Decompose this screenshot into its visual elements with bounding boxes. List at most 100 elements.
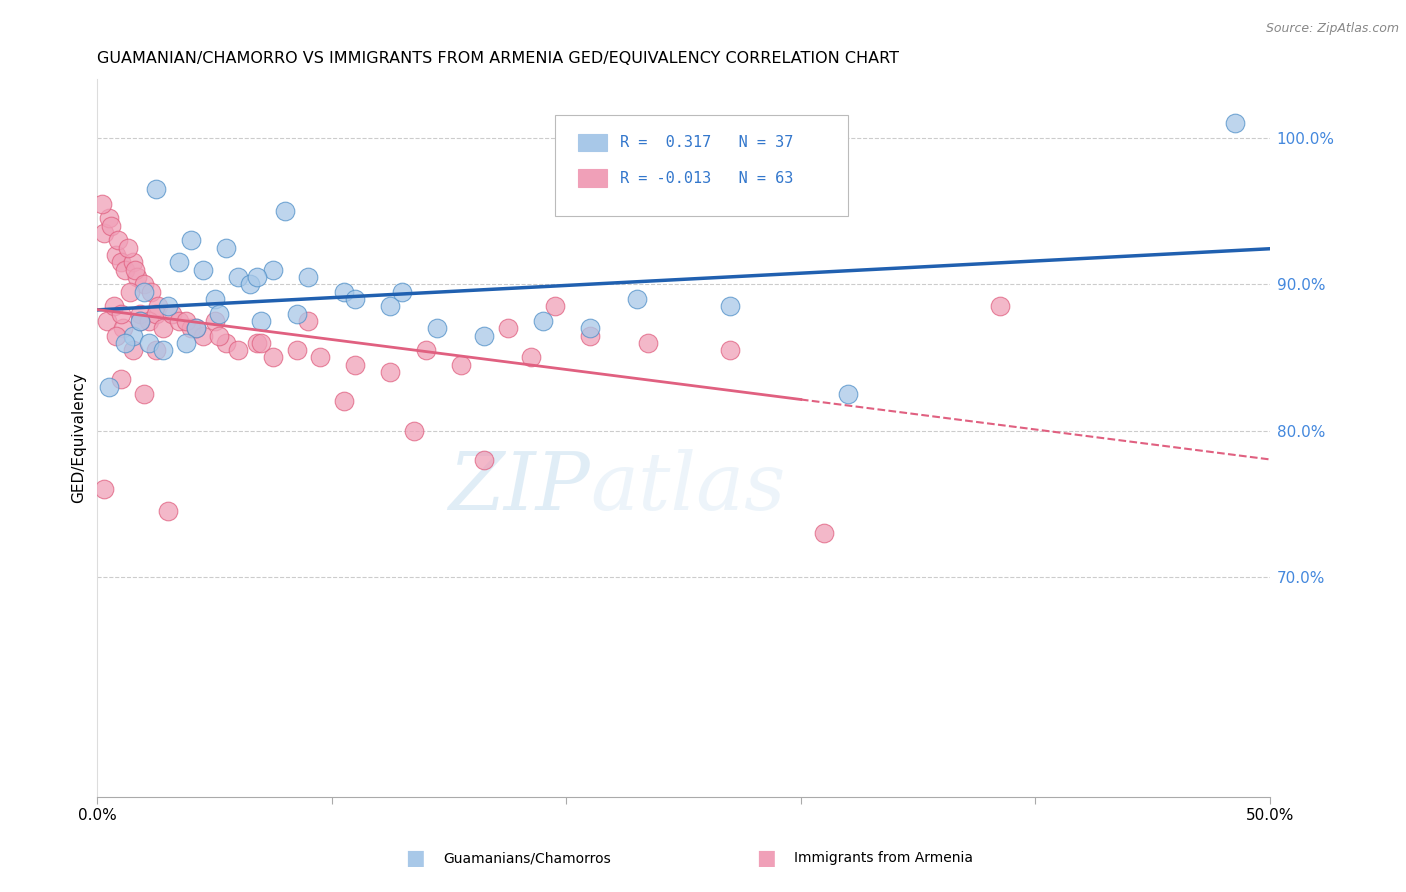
Point — [246, 270, 269, 285]
Text: ■: ■ — [405, 848, 425, 868]
Text: ■: ■ — [756, 848, 776, 868]
Point — [285, 343, 308, 358]
Point — [128, 314, 150, 328]
Point — [105, 328, 128, 343]
Point — [145, 307, 167, 321]
Point — [496, 321, 519, 335]
Point — [380, 365, 402, 379]
Point — [204, 314, 226, 328]
Point — [274, 204, 297, 219]
Point — [262, 262, 284, 277]
FancyBboxPatch shape — [554, 115, 848, 216]
Point — [141, 285, 163, 299]
Point — [134, 285, 156, 299]
Point — [93, 226, 115, 240]
Point — [176, 335, 198, 350]
Point — [152, 343, 174, 358]
Point — [208, 307, 231, 321]
Point — [472, 453, 495, 467]
Point — [309, 351, 332, 365]
Point — [578, 328, 600, 343]
Text: atlas: atlas — [589, 450, 785, 527]
Point — [96, 314, 118, 328]
Point — [250, 314, 273, 328]
Point — [148, 299, 170, 313]
Point — [215, 335, 238, 350]
Text: ZIP: ZIP — [449, 450, 589, 527]
Point — [145, 343, 167, 358]
Point — [91, 196, 114, 211]
Point — [578, 321, 600, 335]
Point — [128, 307, 150, 321]
Text: GUAMANIAN/CHAMORRO VS IMMIGRANTS FROM ARMENIA GED/EQUIVALENCY CORRELATION CHART: GUAMANIAN/CHAMORRO VS IMMIGRANTS FROM AR… — [97, 51, 900, 66]
Point — [93, 482, 115, 496]
Point — [472, 328, 495, 343]
Point — [226, 270, 249, 285]
Point — [285, 307, 308, 321]
Point — [176, 314, 198, 328]
Point — [813, 526, 835, 541]
Point — [134, 277, 156, 292]
Point — [138, 335, 160, 350]
Point — [180, 233, 202, 247]
Point — [391, 285, 413, 299]
Text: R =  0.317   N = 37: R = 0.317 N = 37 — [620, 135, 793, 150]
Point — [191, 328, 214, 343]
Point — [297, 270, 319, 285]
Point — [988, 299, 1011, 313]
Point — [332, 394, 354, 409]
Point — [98, 211, 121, 226]
Point — [145, 182, 167, 196]
Point — [246, 335, 269, 350]
Point — [402, 424, 425, 438]
Point — [239, 277, 262, 292]
Point — [134, 387, 156, 401]
Point — [450, 358, 472, 372]
Point — [184, 321, 207, 335]
Point — [128, 314, 150, 328]
Point — [262, 351, 284, 365]
Point — [226, 343, 249, 358]
Point — [162, 307, 184, 321]
Text: Immigrants from Armenia: Immigrants from Armenia — [794, 851, 973, 865]
Text: R = -0.013   N = 63: R = -0.013 N = 63 — [620, 171, 793, 186]
Point — [117, 241, 139, 255]
Point — [637, 335, 659, 350]
Point — [121, 328, 143, 343]
Point — [543, 299, 565, 313]
Point — [110, 307, 132, 321]
Point — [138, 314, 160, 328]
Point — [98, 380, 121, 394]
Point — [107, 233, 129, 247]
Point — [332, 285, 354, 299]
Point — [169, 255, 191, 269]
Point — [215, 241, 238, 255]
Point — [720, 343, 742, 358]
Point — [112, 321, 135, 335]
Point — [208, 328, 231, 343]
Point — [520, 351, 543, 365]
Point — [152, 321, 174, 335]
Point — [184, 321, 207, 335]
Point — [344, 358, 367, 372]
Point — [169, 314, 191, 328]
Bar — [578, 169, 607, 187]
Point — [415, 343, 437, 358]
Point — [127, 270, 149, 285]
Point — [110, 372, 132, 386]
Point — [100, 219, 122, 233]
Point — [297, 314, 319, 328]
Point — [121, 343, 143, 358]
Point — [114, 335, 136, 350]
Point — [110, 255, 132, 269]
Point — [626, 292, 648, 306]
Point — [531, 314, 554, 328]
Point — [114, 262, 136, 277]
Point — [120, 285, 142, 299]
Point — [1223, 116, 1246, 130]
Point — [204, 292, 226, 306]
Point — [180, 321, 202, 335]
Text: Guamanians/Chamorros: Guamanians/Chamorros — [443, 851, 610, 865]
Point — [344, 292, 367, 306]
Point — [250, 335, 273, 350]
